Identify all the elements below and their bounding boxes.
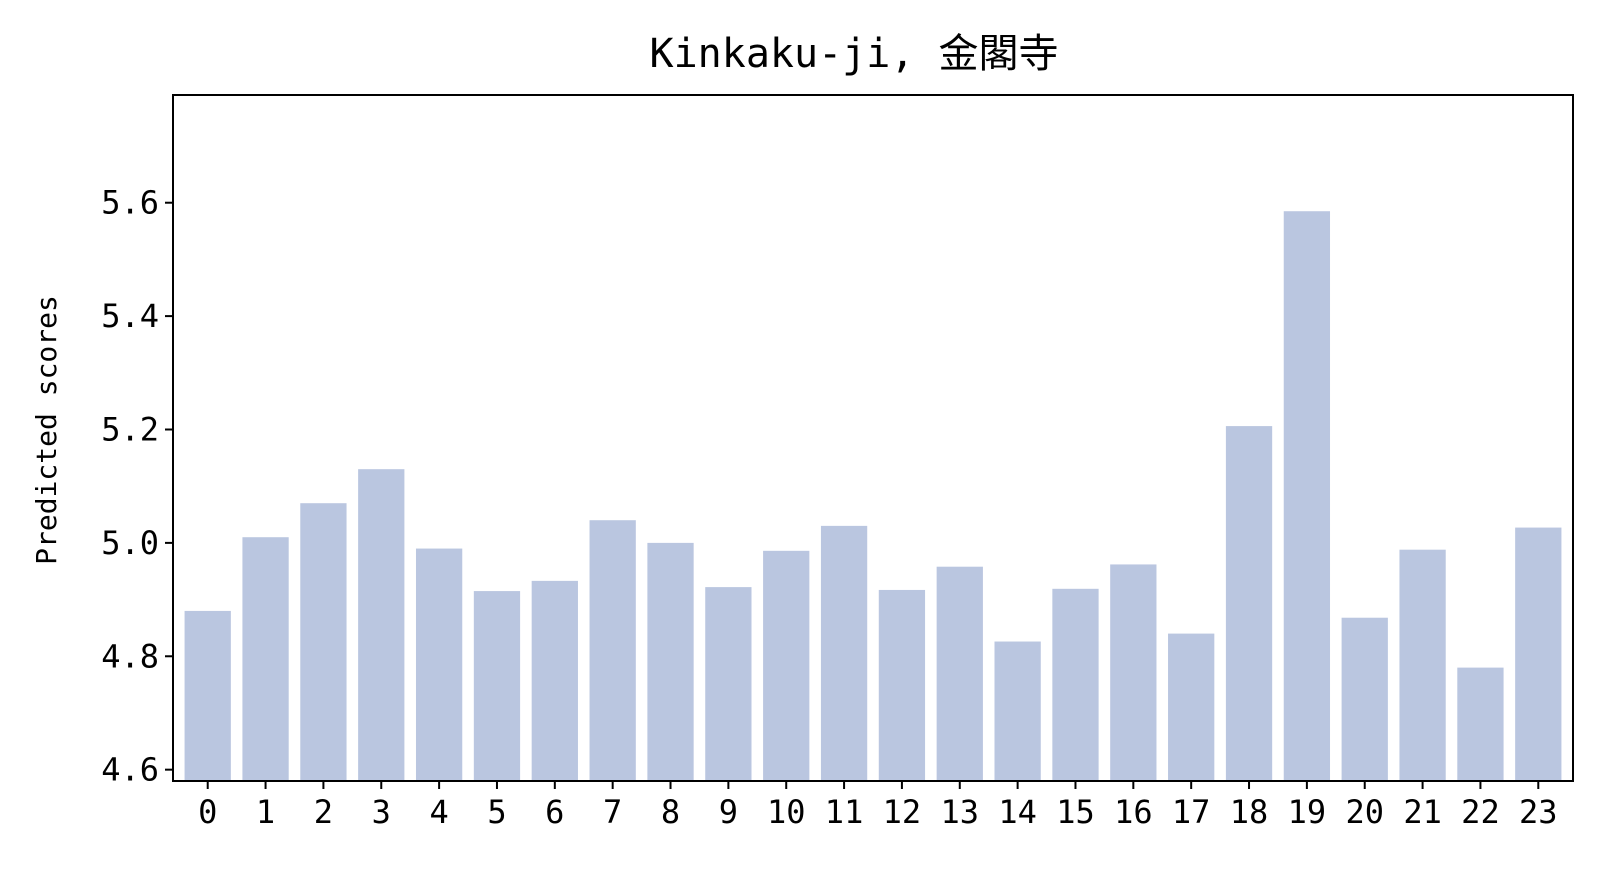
plot-frame: [172, 94, 1574, 782]
chart-title: Kinkaku-ji, 金閣寺: [650, 31, 1059, 77]
y-axis-label: Predicted scores: [30, 295, 63, 565]
x-tick-label-6: 6: [545, 793, 564, 831]
bars-group: [184, 211, 1562, 781]
y-axis: 4.6 4.8 5.0 5.2 5.4 5.6: [101, 184, 173, 789]
bar-2: [300, 503, 347, 781]
x-tick-label-7: 7: [603, 793, 622, 831]
bar-3: [358, 469, 405, 781]
x-tick-label-4: 4: [429, 793, 448, 831]
x-tick-label-5: 5: [487, 793, 506, 831]
bar-6: [531, 580, 578, 781]
y-tick-label-5.6: 5.6: [101, 184, 159, 222]
bar-17: [1168, 633, 1215, 781]
y-tick-label-4.8: 4.8: [101, 637, 159, 675]
bar-12: [878, 589, 926, 781]
y-tick-label-5.0: 5.0: [101, 524, 159, 562]
x-tick-label-10: 10: [767, 793, 806, 831]
bar-15: [1052, 588, 1099, 781]
bar-9: [705, 587, 752, 781]
x-tick-label-8: 8: [661, 793, 680, 831]
bar-13: [936, 566, 983, 781]
bar-23: [1515, 527, 1562, 781]
x-tick-label-20: 20: [1345, 793, 1384, 831]
x-tick-label-2: 2: [314, 793, 333, 831]
bar-20: [1341, 617, 1388, 781]
x-tick-label-16: 16: [1114, 793, 1153, 831]
bar-5: [473, 591, 521, 781]
y-tick-label-5.4: 5.4: [101, 297, 159, 335]
bar-14: [994, 641, 1041, 781]
x-tick-label-11: 11: [825, 793, 864, 831]
x-tick-label-0: 0: [198, 793, 217, 831]
bar-21: [1399, 549, 1446, 781]
x-tick-label-19: 19: [1288, 793, 1327, 831]
bar-19: [1283, 211, 1331, 781]
bar-18: [1225, 426, 1273, 781]
bar-10: [763, 550, 810, 781]
bar-0: [184, 610, 231, 781]
y-tick-label-4.6: 4.6: [101, 751, 159, 789]
bar-1: [242, 537, 289, 781]
bar-7: [589, 520, 636, 781]
x-tick-label-22: 22: [1461, 793, 1500, 831]
x-tick-label-23: 23: [1519, 793, 1558, 831]
x-tick-label-15: 15: [1056, 793, 1095, 831]
x-tick-label-13: 13: [941, 793, 980, 831]
x-tick-label-3: 3: [372, 793, 391, 831]
bar-16: [1110, 564, 1157, 781]
bar-8: [647, 542, 694, 781]
x-tick-label-21: 21: [1403, 793, 1442, 831]
y-tick-label-5.2: 5.2: [101, 410, 159, 448]
x-tick-label-9: 9: [719, 793, 738, 831]
x-tick-label-17: 17: [1172, 793, 1211, 831]
x-tick-label-12: 12: [883, 793, 922, 831]
bar-22: [1457, 667, 1504, 781]
bar-4: [415, 548, 463, 781]
x-tick-label-18: 18: [1230, 793, 1269, 831]
x-axis: 0 1 2 3 4 5 6 7 8 9 10 11 12 13 14 15 16 17 18 19 20 21 22 23: [198, 781, 1558, 831]
x-tick-label-14: 14: [998, 793, 1037, 831]
bar-11: [820, 525, 868, 781]
x-tick-label-1: 1: [256, 793, 275, 831]
